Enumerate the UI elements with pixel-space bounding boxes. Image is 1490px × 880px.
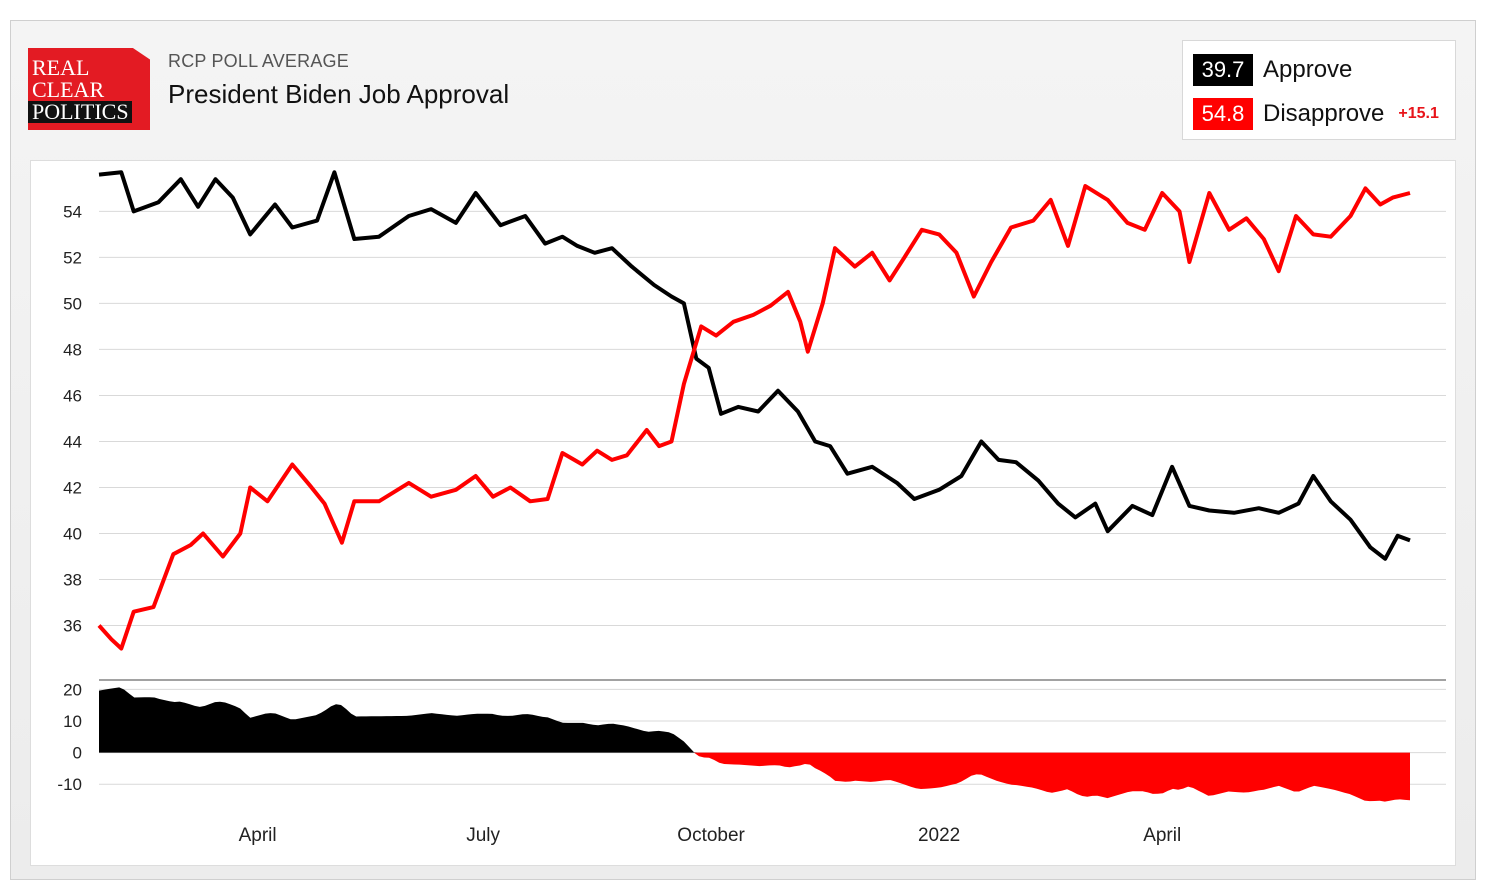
approve-label: Approve bbox=[1263, 56, 1353, 83]
main-y-tick-label: 44 bbox=[63, 432, 82, 451]
spread-area-positive bbox=[99, 687, 1410, 753]
x-tick-labels: April July October 2022 April bbox=[239, 825, 1182, 846]
x-tick-label: October bbox=[677, 825, 745, 846]
series-line-approve bbox=[98, 170, 1411, 561]
disapprove-value: 54.8 bbox=[1193, 98, 1253, 130]
x-tick-label: April bbox=[1143, 825, 1181, 846]
chart-subtitle: RCP POLL AVERAGE bbox=[168, 51, 349, 71]
main-y-tick-label: 38 bbox=[63, 570, 82, 589]
logo-line-3: POLITICS bbox=[28, 101, 132, 123]
spread-y-tick-label: -10 bbox=[57, 775, 82, 794]
rcp-logo[interactable]: REAL CLEAR POLITICS bbox=[28, 48, 150, 130]
legend-approve: 39.7 Approve bbox=[1193, 53, 1352, 87]
disapprove-label: Disapprove bbox=[1263, 100, 1385, 127]
x-tick-label: 2022 bbox=[918, 825, 960, 846]
spread-areas bbox=[99, 687, 1410, 802]
spread-y-tick-label: 20 bbox=[63, 680, 82, 699]
main-y-tick-label: 52 bbox=[63, 248, 82, 267]
main-grid bbox=[99, 210, 1446, 626]
main-y-tick-label: 36 bbox=[63, 616, 82, 635]
legend-disapprove: 54.8 Disapprove +15.1 bbox=[1193, 97, 1439, 131]
spread-value: +15.1 bbox=[1398, 105, 1439, 122]
logo-line-1: REAL bbox=[32, 55, 90, 80]
legend-box: 39.7 Approve 54.8 Disapprove +15.1 bbox=[1182, 40, 1456, 140]
chart-title: President Biden Job Approval bbox=[168, 79, 510, 109]
main-y-tick-label: 42 bbox=[63, 478, 82, 497]
main-y-tick-label: 54 bbox=[63, 202, 82, 221]
main-series-lines bbox=[97, 170, 1411, 651]
approve-value: 39.7 bbox=[1193, 54, 1253, 86]
series-line-disapprove bbox=[97, 184, 1411, 651]
spread-y-tick-labels: 20 10 0 -10 bbox=[57, 680, 82, 794]
logo-line-2: CLEAR bbox=[32, 77, 105, 102]
spread-area-negative bbox=[99, 752, 1410, 802]
main-y-tick-labels: 36 38 40 42 44 46 48 50 52 54 bbox=[63, 202, 82, 635]
main-y-tick-label: 48 bbox=[63, 340, 82, 359]
main-y-tick-label: 40 bbox=[63, 524, 82, 543]
main-y-tick-label: 46 bbox=[63, 386, 82, 405]
spread-y-tick-label: 0 bbox=[73, 744, 82, 763]
x-tick-label: July bbox=[466, 825, 500, 846]
x-tick-label: April bbox=[239, 825, 277, 846]
main-y-tick-label: 50 bbox=[63, 294, 82, 313]
spread-y-tick-label: 10 bbox=[63, 712, 82, 731]
